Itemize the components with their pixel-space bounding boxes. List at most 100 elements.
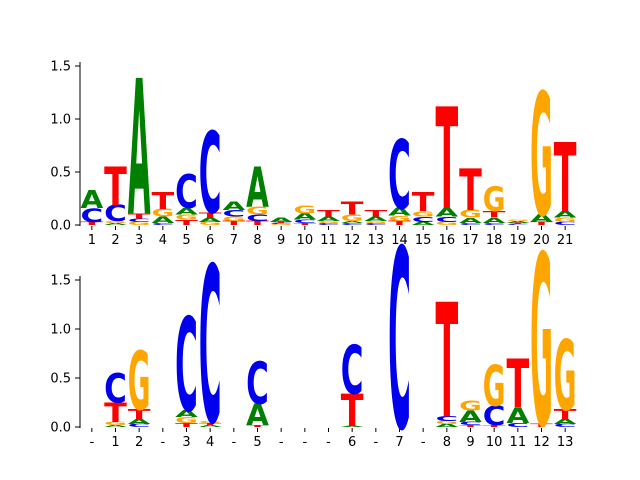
logo-letter-C: C: [554, 424, 577, 429]
logo-letter-C: C: [388, 198, 411, 480]
x-tick-label: 8: [443, 435, 451, 450]
logo-letter-T: T: [199, 211, 222, 219]
logo-letter-T: T: [459, 424, 482, 427]
logo-letter-G: G: [388, 214, 411, 223]
x-tick-label: -: [421, 435, 426, 450]
logo-letter-A: A: [412, 221, 436, 226]
logo-letter-A: A: [128, 42, 151, 259]
x-tick-label: -: [302, 435, 307, 450]
logo-letter-T: T: [506, 347, 529, 424]
logo-letter-A: A: [388, 207, 411, 219]
x-tick-label: 14: [391, 233, 408, 248]
logo-letter-C: C: [246, 213, 269, 223]
x-tick-label: 10: [486, 435, 503, 450]
x-tick-label: -: [231, 435, 236, 450]
logo-letter-C: C: [80, 205, 103, 227]
logo-letter-A: A: [104, 222, 128, 225]
x-tick-label: 2: [111, 233, 119, 248]
x-tick-label: -: [279, 435, 284, 450]
x-tick-label: 10: [297, 233, 314, 248]
logo-letter-C: C: [388, 121, 411, 231]
logo-letter-C: C: [317, 222, 340, 225]
x-tick-label: -: [160, 435, 165, 450]
logo-letter-T: T: [388, 220, 412, 227]
logo-letter-G: G: [293, 204, 316, 216]
logo-letter-T: T: [246, 424, 269, 427]
x-tick-label: 15: [415, 233, 432, 248]
logo-letter-C: C: [459, 422, 482, 427]
logo-letter-A: A: [246, 398, 269, 432]
x-tick-label: -: [373, 435, 378, 450]
x-tick-label: 9: [466, 435, 474, 450]
logo-letter-C: C: [341, 222, 364, 225]
logo-letter-C: C: [364, 222, 387, 225]
logo-letter-G: G: [199, 221, 222, 226]
logo-letter-T: T: [270, 222, 293, 224]
logo-letter-G: G: [459, 399, 482, 414]
logo-letter-C: C: [246, 350, 269, 417]
logo-letter-G: G: [483, 182, 506, 220]
logo-letter-C: C: [459, 222, 482, 225]
logo-letter-C: C: [199, 110, 222, 239]
logo-letter-A: A: [530, 213, 553, 225]
x-tick-label: -: [89, 435, 94, 450]
logo-letter-T: T: [554, 406, 578, 422]
logo-letter-A: A: [175, 409, 198, 420]
logo-letter-G: G: [317, 220, 340, 223]
logo-letter-C: C: [104, 367, 127, 413]
logo-letter-A: A: [128, 418, 151, 426]
logo-letter-T: T: [530, 423, 554, 428]
logo-letter-G: G: [483, 355, 506, 420]
logo-letter-T: T: [128, 212, 151, 220]
logo-letter-T: T: [246, 220, 270, 227]
x-tick-label: 12: [344, 233, 361, 248]
logo-letter-G: G: [246, 205, 269, 217]
x-tick-label: 16: [439, 233, 456, 248]
logo-letter-G: G: [530, 208, 553, 480]
x-tick-label: 11: [320, 233, 337, 248]
x-tick-label: 19: [510, 233, 527, 248]
logo-letter-T: T: [199, 423, 222, 426]
logo-letter-A: A: [554, 210, 577, 220]
logo-letter-G: G: [175, 213, 198, 222]
logo-letter-C: C: [222, 209, 245, 219]
logo-letter-G: G: [554, 320, 577, 433]
logo-letter-G: G: [128, 221, 151, 226]
logo-panel-top: 0.00.51.01.51 2 3 4 5 6 7 8 9 10 11 12 13 14 15 16 17 18 1…: [50, 42, 577, 259]
x-tick-label: 2: [135, 435, 143, 450]
y-tick-label: 0.5: [50, 372, 71, 387]
logo-letter-C: C: [412, 215, 435, 223]
y-tick-label: 1.0: [50, 113, 71, 128]
logo-letter-G: G: [104, 421, 127, 426]
logo-letter-G: G: [412, 210, 435, 219]
logo-letter-A: A: [506, 404, 529, 429]
logo-letter-A: A: [270, 216, 294, 223]
logo-letter-C: C: [128, 218, 151, 223]
x-tick-label: 20: [533, 233, 550, 248]
logo-letter-T: T: [341, 386, 364, 437]
logo-letter-C: C: [435, 415, 458, 423]
logo-letter-A: A: [435, 423, 459, 428]
logo-letter-A: A: [199, 216, 223, 223]
logo-letter-A: A: [80, 186, 103, 214]
logo-letter-T: T: [483, 424, 506, 427]
x-tick-label: 4: [206, 435, 214, 450]
logo-letter-G: G: [435, 221, 458, 226]
logo-letter-C: C: [151, 222, 174, 225]
logo-letter-A: A: [506, 220, 530, 223]
x-tick-label: 5: [253, 435, 261, 450]
logo-letter-G: G: [530, 59, 553, 254]
logo-letter-A: A: [199, 425, 223, 428]
logo-letter-G: G: [270, 224, 293, 226]
x-tick-label: 13: [557, 435, 574, 450]
logo-letter-T: T: [175, 422, 199, 428]
x-tick-label: 12: [533, 435, 550, 450]
y-tick-label: 0.0: [50, 421, 71, 436]
x-tick-label: 4: [159, 233, 167, 248]
logo-letter-T: T: [412, 188, 435, 219]
logo-letter-C: C: [104, 201, 127, 226]
logo-letter-C: C: [483, 400, 506, 432]
logo-letter-C: C: [435, 215, 458, 223]
logo-letter-C: C: [554, 221, 577, 226]
